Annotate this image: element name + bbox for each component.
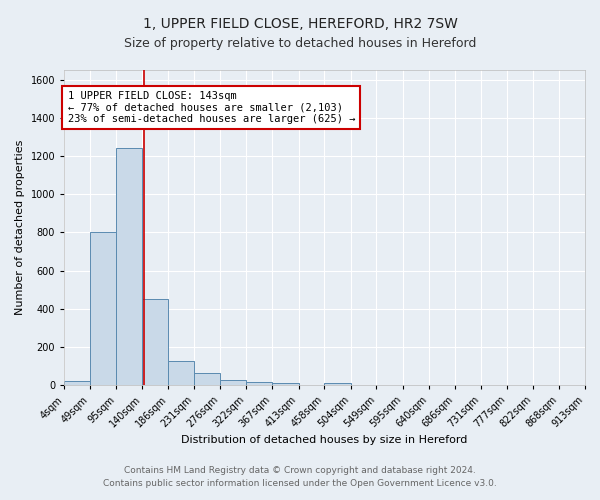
Bar [169, 360, 194, 386]
Y-axis label: Number of detached properties: Number of detached properties [15, 140, 25, 316]
Bar [116, 148, 142, 386]
Bar [90, 232, 116, 386]
X-axis label: Distribution of detached houses by size in Hereford: Distribution of detached houses by size … [181, 435, 468, 445]
Text: 1 UPPER FIELD CLOSE: 143sqm
← 77% of detached houses are smaller (2,103)
23% of : 1 UPPER FIELD CLOSE: 143sqm ← 77% of det… [68, 91, 355, 124]
Bar [220, 380, 247, 386]
Bar [272, 382, 299, 386]
Bar [194, 373, 220, 386]
Bar [142, 300, 169, 386]
Bar [247, 382, 272, 386]
Text: Contains HM Land Registry data © Crown copyright and database right 2024.
Contai: Contains HM Land Registry data © Crown c… [103, 466, 497, 487]
Bar [325, 382, 350, 386]
Text: Size of property relative to detached houses in Hereford: Size of property relative to detached ho… [124, 38, 476, 51]
Text: 1, UPPER FIELD CLOSE, HEREFORD, HR2 7SW: 1, UPPER FIELD CLOSE, HEREFORD, HR2 7SW [143, 18, 457, 32]
Bar [64, 380, 90, 386]
